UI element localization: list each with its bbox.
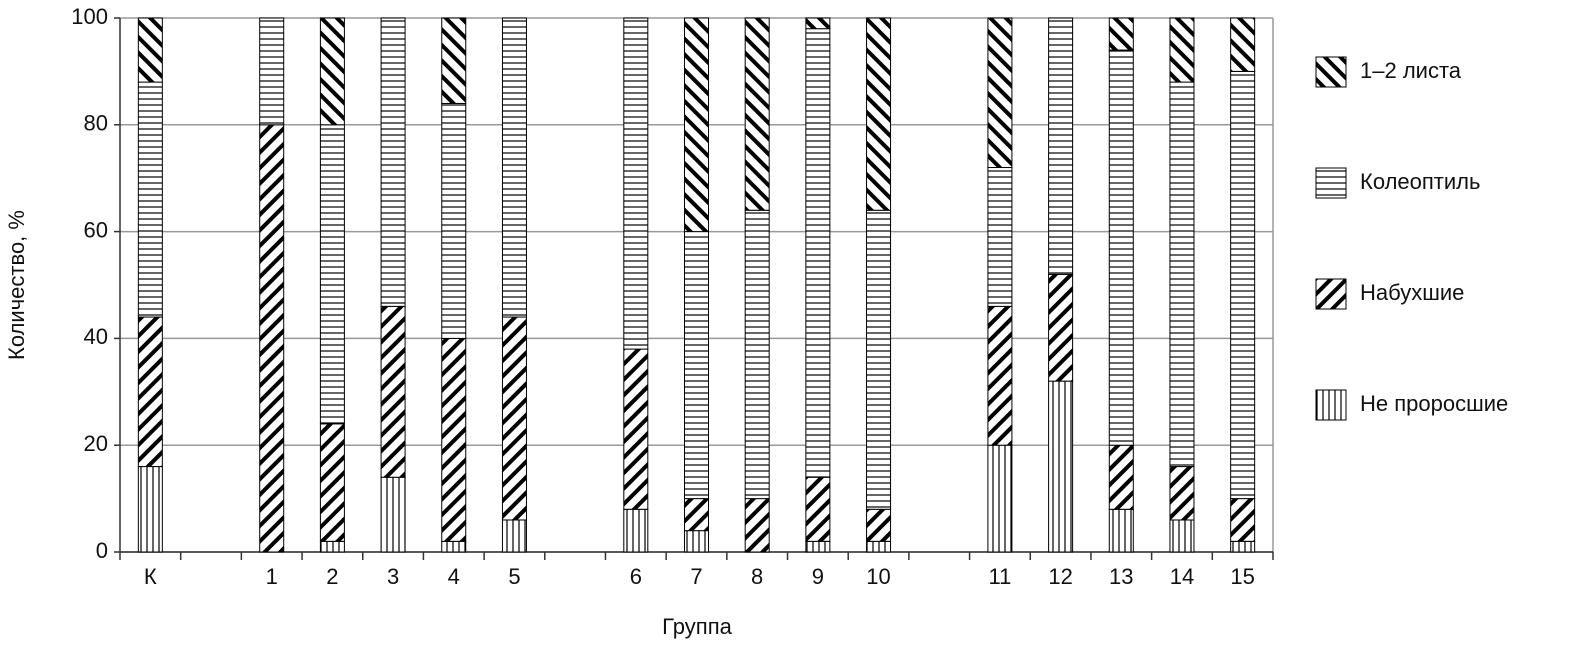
bar-segment [137, 466, 163, 553]
x-tick-label: 8 [751, 564, 763, 589]
x-tick-label: 13 [1109, 564, 1133, 589]
bar-segment [987, 17, 1013, 169]
bar-segment [987, 305, 1013, 446]
bar-segment [1169, 466, 1195, 521]
y-tick-label: 80 [84, 111, 108, 136]
bar-segment [441, 337, 467, 542]
bar-segment [744, 17, 770, 211]
y-axis-label: Количество, % [4, 210, 29, 360]
bar-segment [319, 540, 345, 553]
bar-segment [987, 444, 1013, 553]
bar-segment [866, 508, 892, 542]
bar-segment [137, 316, 163, 468]
y-tick-label: 0 [96, 538, 108, 563]
bar-segment [441, 540, 467, 553]
bar-segment [1230, 17, 1256, 72]
bar-segment [805, 476, 831, 542]
bar-segment [1230, 70, 1256, 500]
x-tick-label: 15 [1230, 564, 1254, 589]
bar-segment [380, 17, 406, 307]
bar-segment [744, 498, 770, 553]
y-tick-label: 60 [84, 217, 108, 242]
bar-segment [866, 17, 892, 211]
bar-segment [684, 498, 709, 532]
legend-swatch [1315, 278, 1347, 310]
bar-segment [684, 231, 709, 500]
bar-segment [259, 124, 285, 553]
x-tick-label: 7 [690, 564, 702, 589]
y-tick-label: 100 [71, 4, 108, 29]
bar-segment [805, 540, 831, 553]
bar-segment [441, 17, 467, 104]
x-tick-label: 6 [630, 564, 642, 589]
legend-label: Не проросшие [1360, 391, 1508, 416]
bar-segment [1169, 81, 1195, 468]
bar-segment [1048, 273, 1074, 382]
bar-segment [1048, 17, 1074, 275]
bar-segment [501, 316, 527, 521]
bar-segment [501, 519, 527, 553]
bar-segment [1108, 17, 1134, 51]
bar-segment [623, 508, 649, 553]
x-axis-label: Группа [662, 614, 732, 639]
x-tick-label: 3 [387, 564, 399, 589]
bar-segment [137, 81, 163, 318]
bar-segment [987, 167, 1013, 307]
x-tick-label: 9 [812, 564, 824, 589]
bar-segment [684, 530, 709, 553]
x-tick-label: 11 [988, 564, 1011, 589]
bar-segment [744, 209, 770, 500]
bar-segment [805, 28, 831, 478]
bar-segment [1048, 380, 1074, 553]
bar-segment [441, 102, 467, 339]
bar-segment [623, 348, 649, 510]
y-tick-label: 20 [84, 431, 108, 456]
legend-label: 1–2 листа [1360, 58, 1462, 83]
bar-segment [319, 17, 345, 126]
bar-segment [380, 476, 406, 553]
x-tick-label: 4 [448, 564, 460, 589]
legend-swatch [1315, 167, 1347, 199]
bar-segment [1230, 540, 1256, 553]
y-tick-label: 40 [84, 324, 108, 349]
legend-swatch [1315, 56, 1347, 88]
bar-segment [1108, 49, 1134, 446]
bar-segment [866, 209, 892, 510]
x-tick-label: 12 [1048, 564, 1072, 589]
x-tick-label: 1 [266, 564, 278, 589]
bar-segment [319, 423, 345, 542]
bar-segment [259, 17, 285, 126]
bar-segment [137, 17, 163, 83]
bar-segment [866, 540, 892, 553]
bar-segment [501, 17, 527, 318]
x-tick-label: 10 [866, 564, 890, 589]
bar-segment [805, 17, 831, 30]
bar-segment [623, 17, 649, 350]
bar-segment [1169, 519, 1195, 553]
bar-segment [1230, 498, 1256, 542]
x-tick-label: 2 [326, 564, 338, 589]
bar-segment [1108, 508, 1134, 553]
bar-segment [1169, 17, 1195, 83]
legend-label: Набухшие [1360, 280, 1464, 305]
legend-label: Колеоптиль [1360, 169, 1480, 194]
legend-swatch [1315, 389, 1347, 421]
x-tick-label: 14 [1170, 564, 1194, 589]
x-tick-label: К [144, 564, 157, 589]
x-tick-label: 5 [508, 564, 520, 589]
bar-segment [319, 124, 345, 425]
bar-segment [684, 17, 709, 233]
bar-segment [1108, 444, 1134, 510]
bar-segment [380, 305, 406, 478]
